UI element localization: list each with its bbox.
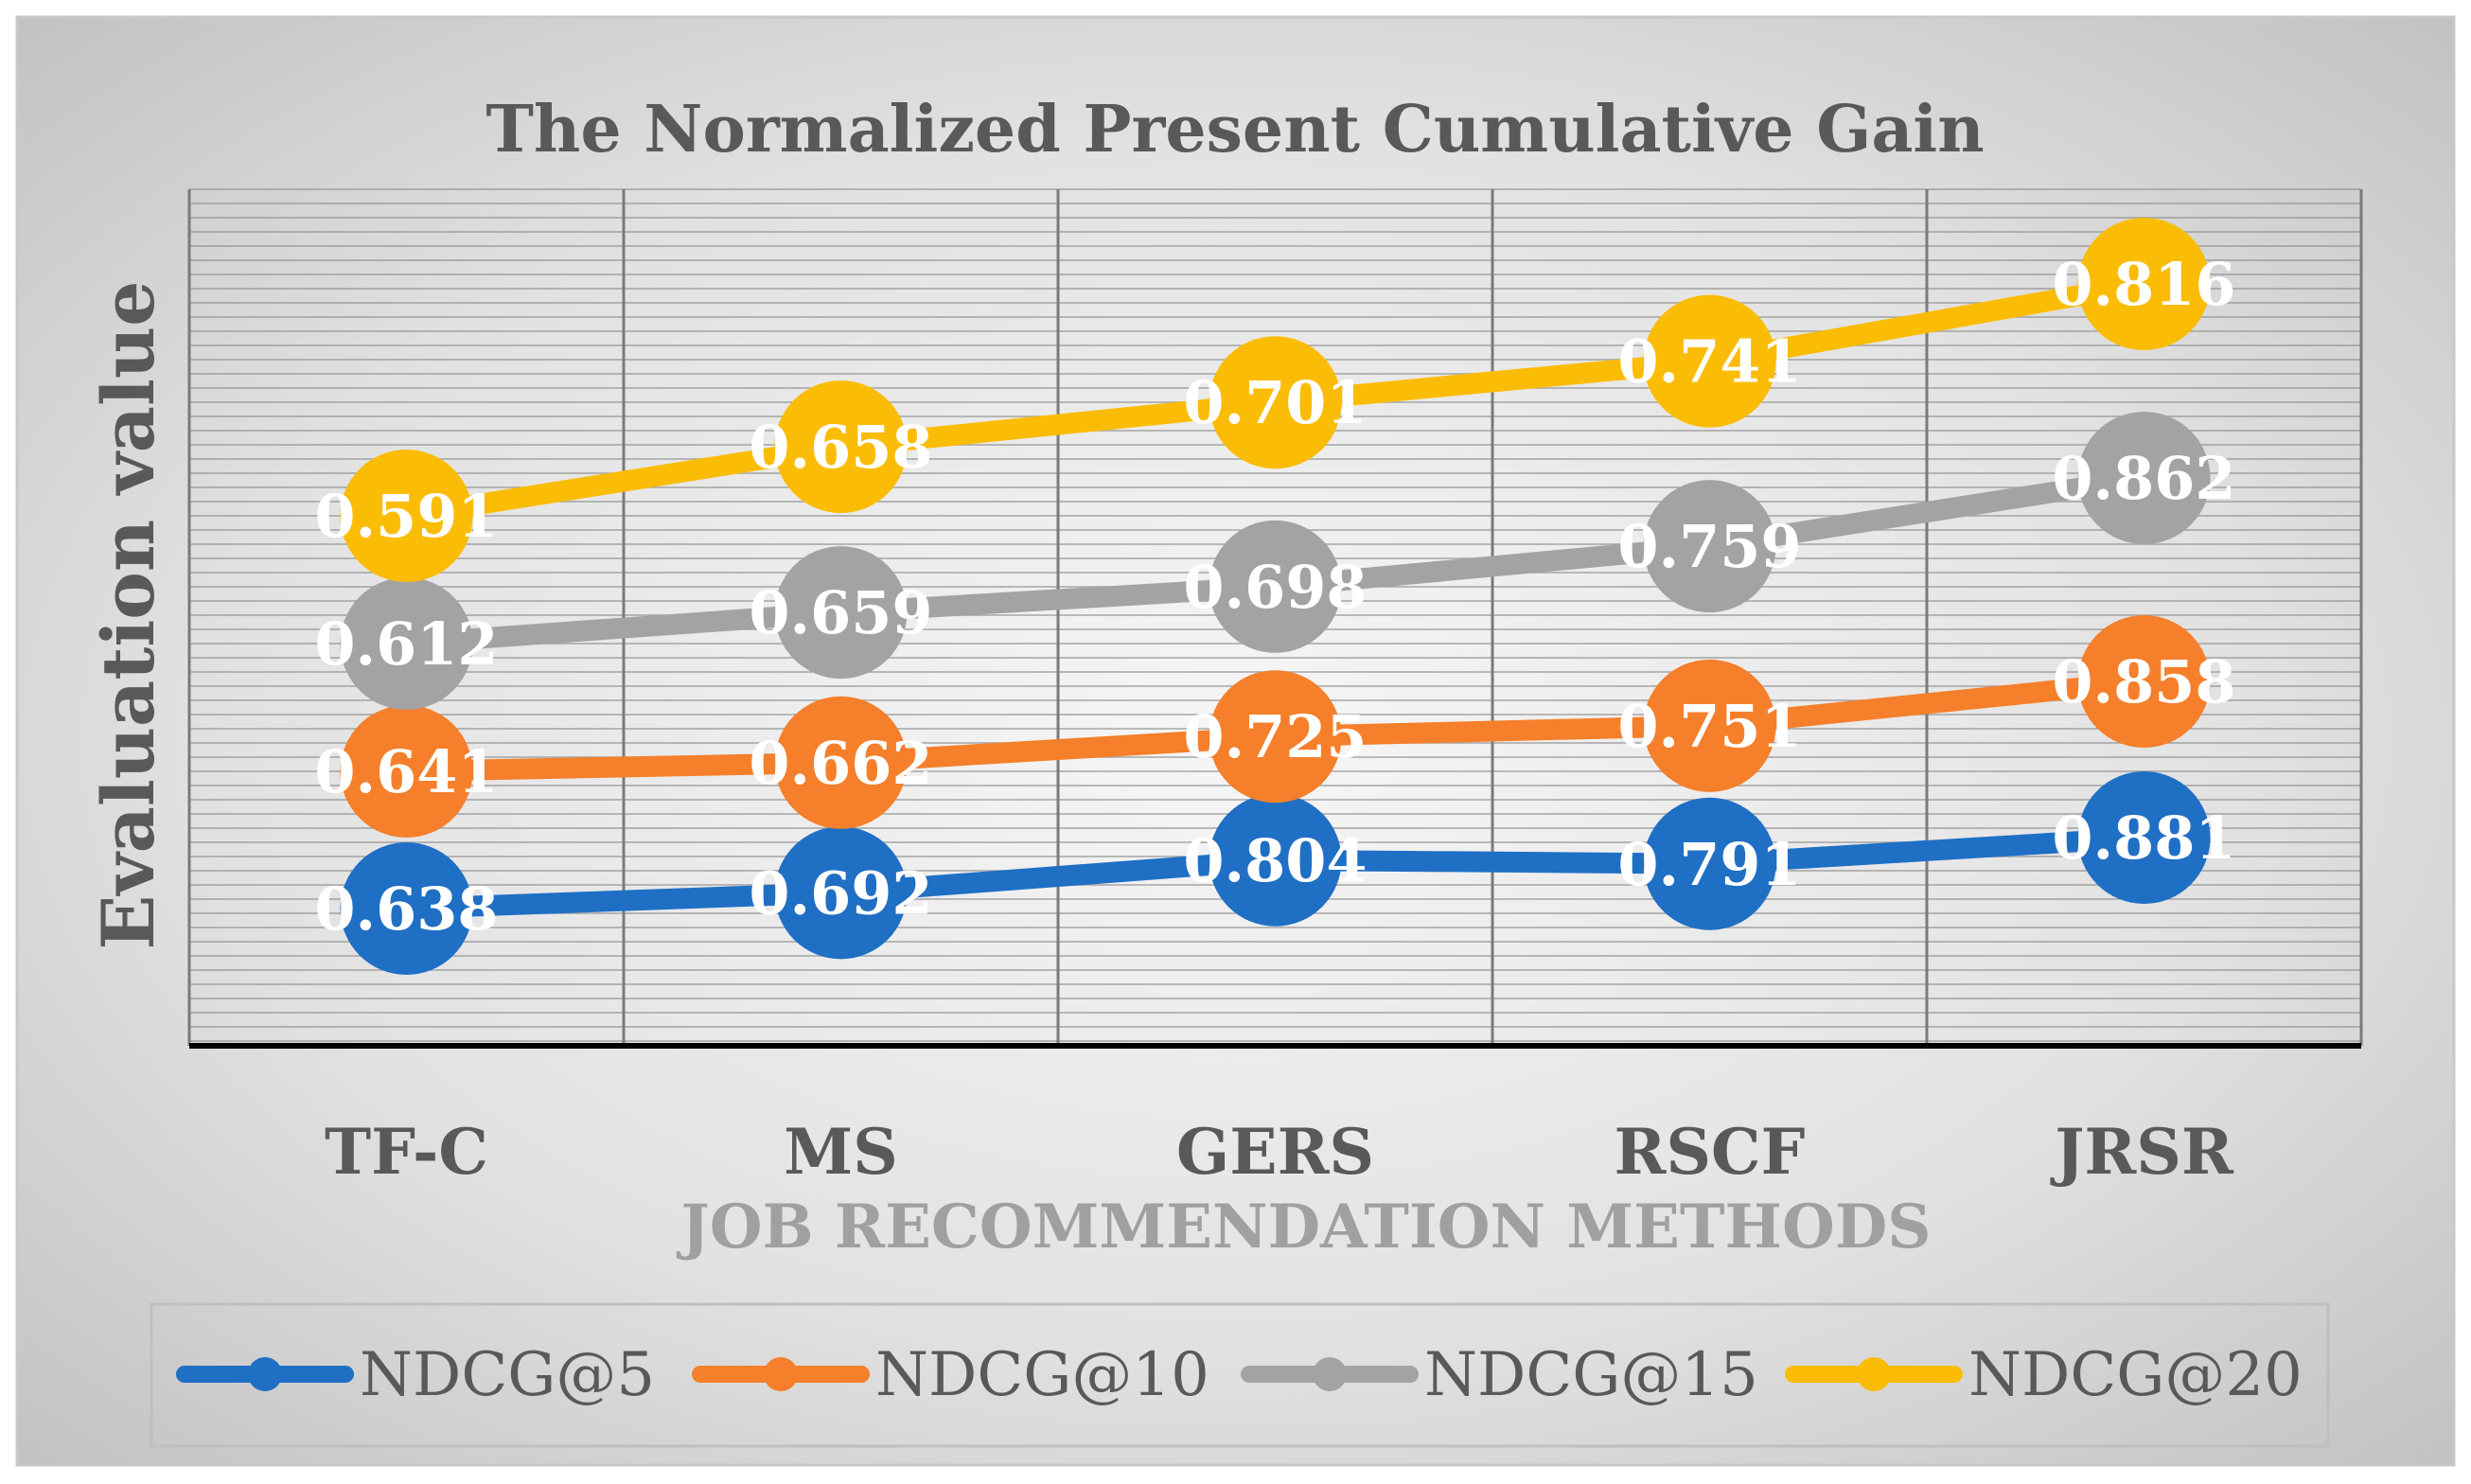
data-label: 0.698 (1183, 553, 1367, 622)
data-label: 0.658 (749, 413, 932, 482)
legend-marker (764, 1357, 798, 1391)
legend-label: NDCG@20 (1968, 1340, 2303, 1410)
data-point (340, 842, 473, 975)
data-point (2077, 218, 2211, 350)
legend-label: NDCG@5 (360, 1340, 655, 1410)
data-point (2077, 412, 2211, 544)
data-label: 0.638 (314, 874, 498, 944)
y-axis-label: Evaluation value (86, 281, 170, 950)
data-point (1643, 480, 1776, 613)
x-tick-label: MS (784, 1115, 898, 1189)
data-label: 0.804 (1183, 826, 1367, 895)
data-label: 0.751 (1617, 692, 1801, 761)
data-point (774, 380, 908, 514)
data-point (1209, 336, 1342, 469)
x-tick-label: GERS (1176, 1115, 1374, 1189)
data-point (1209, 793, 1342, 927)
x-tick-label: TF-C (325, 1115, 488, 1189)
data-point (1643, 797, 1776, 930)
data-point (2077, 615, 2211, 748)
data-label: 0.612 (314, 610, 498, 679)
data-label: 0.701 (1183, 368, 1367, 437)
data-label: 0.791 (1617, 830, 1801, 899)
data-point (340, 577, 473, 710)
data-label: 0.881 (2052, 804, 2235, 873)
legend-marker (1313, 1357, 1347, 1391)
data-label: 0.725 (1183, 702, 1367, 771)
data-label: 0.858 (2052, 647, 2235, 716)
legend-label: NDCG@10 (875, 1340, 1209, 1410)
series-NDCG@5: 0.638 0.692 0.804 0.791 0.881 (314, 771, 2236, 975)
x-tick-label: JRSR (2050, 1115, 2234, 1189)
chart-title: The Normalized Present Cumulative Gain (485, 92, 1984, 168)
data-label: 0.741 (1617, 327, 1801, 397)
data-point (340, 705, 473, 838)
series-NDCG@10: 0.641 0.662 0.725 0.751 0.858 (314, 615, 2236, 838)
x-tick-label: RSCF (1615, 1115, 1806, 1189)
data-label: 0.862 (2052, 444, 2235, 513)
series-NDCG@15: 0.612 0.659 0.698 0.759 0.862 (314, 412, 2236, 710)
data-point (1643, 659, 1776, 792)
data-point (774, 826, 908, 960)
data-label: 0.641 (314, 737, 498, 806)
data-label: 0.816 (2052, 250, 2235, 319)
legend: NDCG@5 NDCG@10 NDCG@15 NDCG@20 (176, 1340, 2303, 1410)
legend-label: NDCG@15 (1424, 1340, 1758, 1410)
series-NDCG@20: 0.591 0.658 0.701 0.741 0.816 (314, 218, 2236, 582)
data-point (774, 696, 908, 829)
data-point (1209, 670, 1342, 804)
data-label: 0.759 (1617, 512, 1801, 581)
data-label: 0.591 (314, 482, 498, 551)
data-point (340, 450, 473, 582)
data-label: 0.659 (749, 578, 932, 647)
x-axis-title: JOB RECOMMENDATION METHODS (677, 1192, 1932, 1263)
data-point (1209, 520, 1342, 653)
data-label: 0.692 (749, 858, 932, 928)
legend-box (150, 1302, 2330, 1448)
data-point (1643, 294, 1776, 428)
legend-marker (248, 1357, 282, 1391)
data-label: 0.662 (749, 729, 932, 798)
legend-marker (1857, 1357, 1891, 1391)
data-point (774, 546, 908, 680)
data-point (2077, 771, 2211, 904)
